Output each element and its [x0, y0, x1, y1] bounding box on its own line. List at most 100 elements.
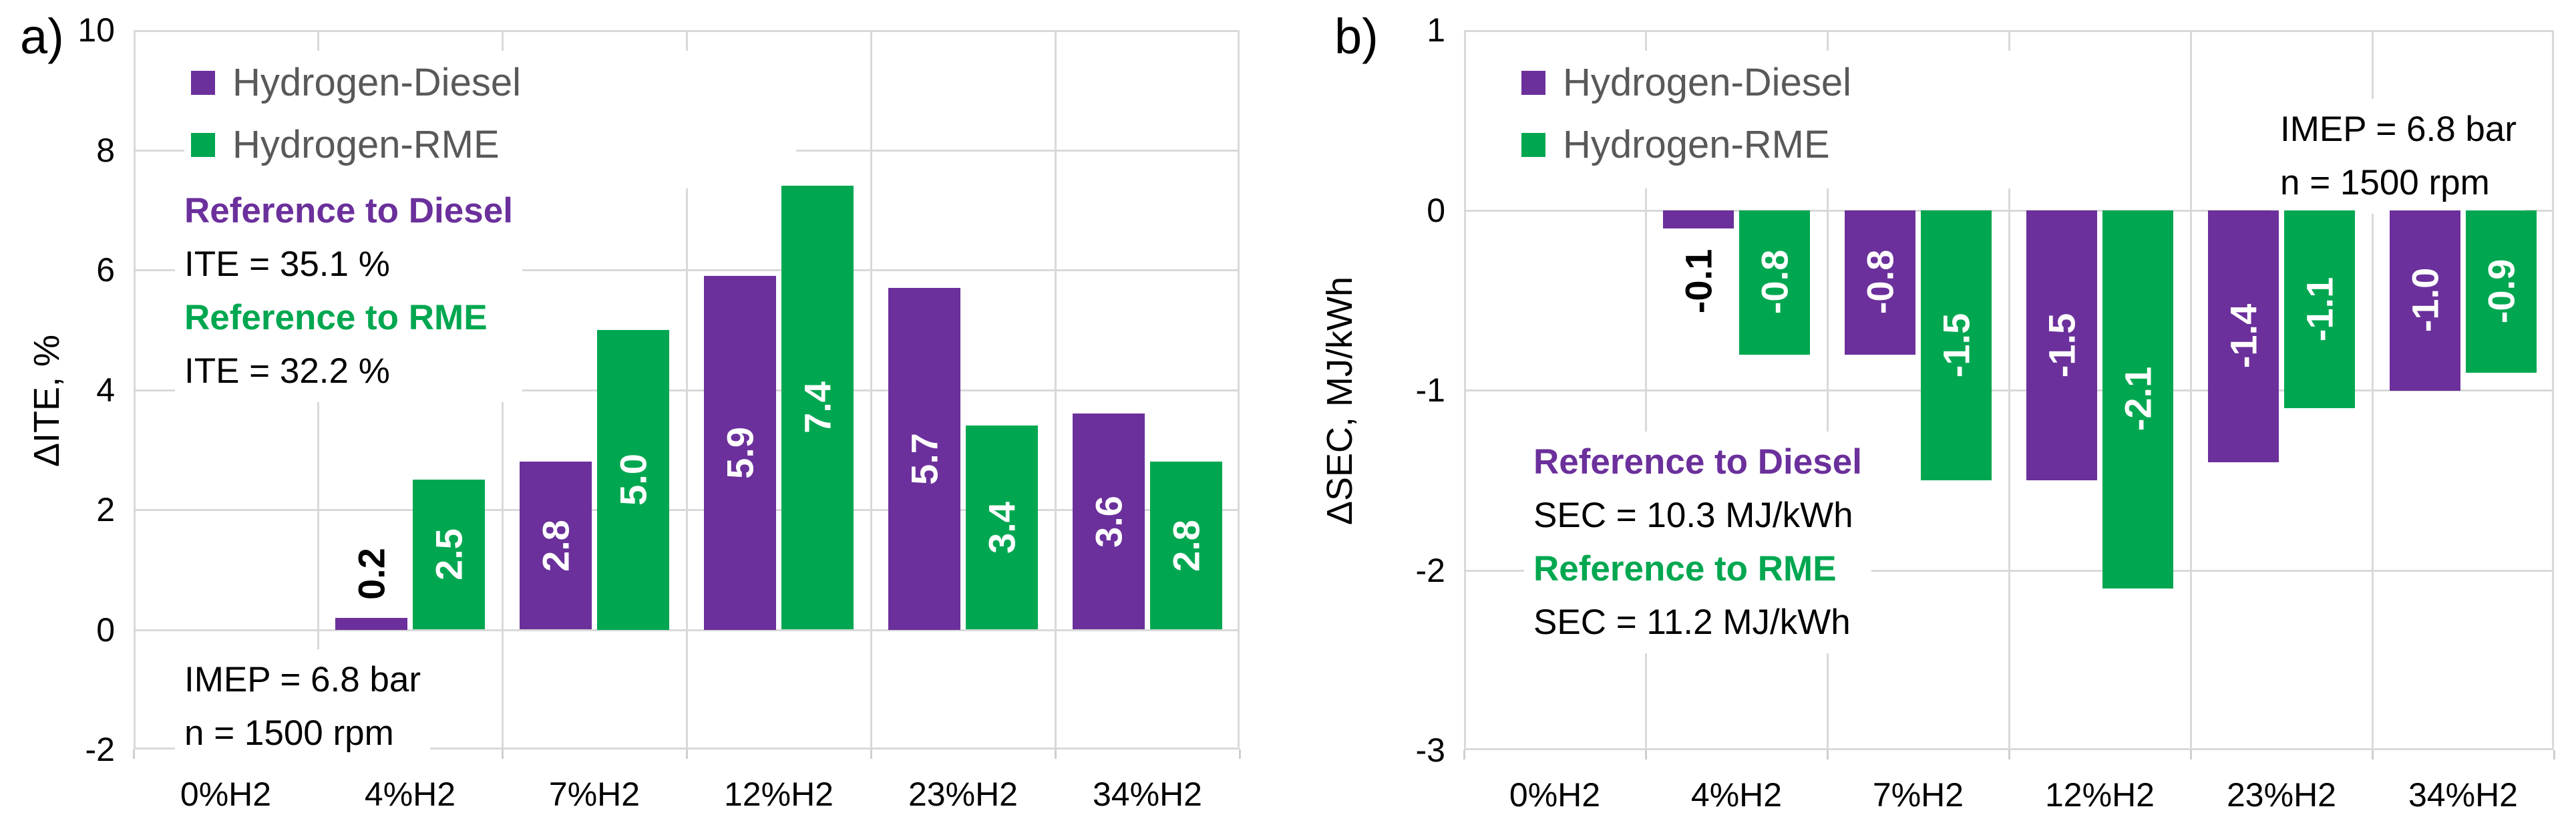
bar-hydrogen-diesel — [704, 276, 776, 630]
bar-value-label: 3.4 — [980, 502, 1023, 554]
y-tick-label: 1 — [1427, 11, 1445, 49]
bar-hydrogen-diesel — [2390, 210, 2460, 391]
bar-hydrogen-diesel — [1073, 413, 1145, 629]
bar-hydrogen-rme — [781, 186, 854, 629]
x-category-label: 4%H2 — [364, 776, 456, 813]
bar-hydrogen-diesel — [1845, 210, 1915, 355]
legend: Hydrogen-Diesel Hydrogen-RME — [184, 51, 796, 188]
bar-hydrogen-rme — [1150, 462, 1222, 629]
bar-value-label: 5.7 — [903, 433, 946, 485]
annotation-operating-conditions: IMEP = 6.8 bar n = 1500 rpm — [2271, 99, 2527, 214]
bar-hydrogen-rme — [413, 480, 485, 629]
gridline-vertical — [1645, 30, 1647, 750]
y-tick-label: 10 — [77, 11, 115, 49]
legend-label: Hydrogen-RME — [1563, 123, 1830, 166]
annotation-line: n = 1500 rpm — [2280, 163, 2490, 202]
bar-value-label: 2.5 — [427, 528, 470, 581]
y-tick-label: 4 — [96, 371, 115, 409]
bar-hydrogen-diesel — [335, 618, 407, 630]
bar-value-label: 2.8 — [1165, 520, 1208, 572]
annotation-line: IMEP = 6.8 bar — [184, 660, 421, 699]
y-tick-label: 0 — [96, 611, 115, 649]
gridline-vertical — [2008, 30, 2010, 750]
y-tick-label: -2 — [85, 731, 115, 768]
bar-hydrogen-rme — [597, 330, 669, 630]
bar-value-label: 0.2 — [350, 548, 393, 600]
legend-swatch-purple — [191, 70, 215, 95]
annotation-line: SEC = 11.2 MJ/kWh — [1533, 603, 1851, 642]
annotation-line: Reference to RME — [184, 298, 488, 337]
legend-item: Hydrogen-RME — [191, 122, 779, 167]
x-category-label: 7%H2 — [548, 776, 640, 813]
category-axis-tick — [1645, 750, 1647, 760]
bar-value-label: -1.0 — [2404, 267, 2446, 333]
annotation-reference-block: Reference to Diesel ITE = 35.1 % Reference… — [175, 180, 522, 402]
plot-area — [1464, 30, 2554, 750]
bar-value-label: -0.9 — [2480, 259, 2523, 324]
bar-hydrogen-rme — [2102, 210, 2173, 589]
x-category-label: 0%H2 — [1509, 776, 1601, 814]
bar-value-label: -2.1 — [2117, 366, 2159, 432]
bar-value-label: -1.5 — [2040, 313, 2083, 378]
legend-item: Hydrogen-RME — [1521, 122, 2109, 167]
gridline-vertical — [1055, 30, 1057, 750]
category-axis-tick — [502, 750, 504, 759]
category-axis-tick — [1055, 750, 1057, 759]
bar-hydrogen-diesel — [2208, 210, 2279, 462]
legend-label: Hydrogen-RME — [232, 123, 500, 166]
y-tick-label: -3 — [1415, 731, 1445, 769]
legend-swatch-purple — [1521, 70, 1545, 95]
x-category-label: 23%H2 — [2227, 776, 2336, 814]
bar-hydrogen-diesel — [2026, 210, 2097, 480]
annotation-line: ITE = 35.1 % — [184, 244, 390, 284]
category-axis-tick — [2190, 750, 2192, 760]
bar-value-label: -0.8 — [1753, 249, 1796, 315]
x-category-label: 4%H2 — [1690, 776, 1783, 814]
bar-hydrogen-rme — [2284, 210, 2355, 408]
x-category-label: 12%H2 — [2045, 776, 2155, 814]
y-tick-label: 2 — [96, 491, 115, 528]
annotation-operating-conditions: IMEP = 6.8 bar n = 1500 rpm — [175, 649, 431, 764]
gridline-vertical — [686, 30, 688, 750]
legend: Hydrogen-Diesel Hydrogen-RME — [1515, 51, 2127, 188]
x-category-label: 23%H2 — [908, 776, 1018, 813]
y-tick-label: -1 — [1415, 371, 1445, 409]
category-axis-tick — [1827, 750, 1829, 760]
bar-hydrogen-diesel — [888, 288, 960, 630]
y-tick-label: 6 — [96, 251, 115, 289]
category-axis-tick — [870, 750, 872, 759]
annotation-line: n = 1500 rpm — [184, 713, 394, 753]
bar-value-label: -0.8 — [1859, 249, 1901, 315]
x-category-label: 0%H2 — [180, 776, 272, 813]
legend-label: Hydrogen-Diesel — [1563, 61, 1851, 104]
category-axis-tick — [2553, 750, 2555, 760]
bar-value-label: 2.8 — [534, 520, 577, 572]
bar-hydrogen-rme — [2466, 210, 2537, 373]
plot-area — [134, 30, 1240, 750]
category-axis-tick — [2008, 750, 2010, 760]
annotation-line: SEC = 10.3 MJ/kWh — [1533, 496, 1853, 535]
bar-value-label: -1.5 — [1935, 313, 1978, 378]
category-axis-tick — [2372, 750, 2374, 760]
legend-swatch-green — [191, 132, 215, 157]
annotation-line: Reference to RME — [1533, 549, 1837, 589]
gridline-vertical — [1827, 30, 1829, 750]
category-axis-tick — [1239, 750, 1241, 759]
bar-value-label: 7.4 — [796, 381, 839, 434]
gridline-vertical — [870, 30, 872, 750]
category-axis-tick — [1463, 750, 1465, 760]
bar-value-label: -1.4 — [2222, 303, 2265, 369]
panel-label: a) — [20, 9, 64, 64]
x-category-label: 7%H2 — [1872, 776, 1964, 814]
annotation-line: Reference to Diesel — [184, 191, 513, 230]
annotation-line: ITE = 32.2 % — [184, 351, 390, 391]
x-category-label: 34%H2 — [2408, 776, 2518, 814]
x-category-label: 12%H2 — [724, 776, 834, 813]
y-tick-label: 0 — [1427, 192, 1445, 229]
legend-label: Hydrogen-Diesel — [232, 61, 521, 104]
category-axis-tick — [133, 750, 135, 759]
y-tick-label: 8 — [96, 132, 115, 169]
annotation-line: IMEP = 6.8 bar — [2280, 110, 2517, 149]
bar-value-label: 5.9 — [719, 427, 761, 479]
